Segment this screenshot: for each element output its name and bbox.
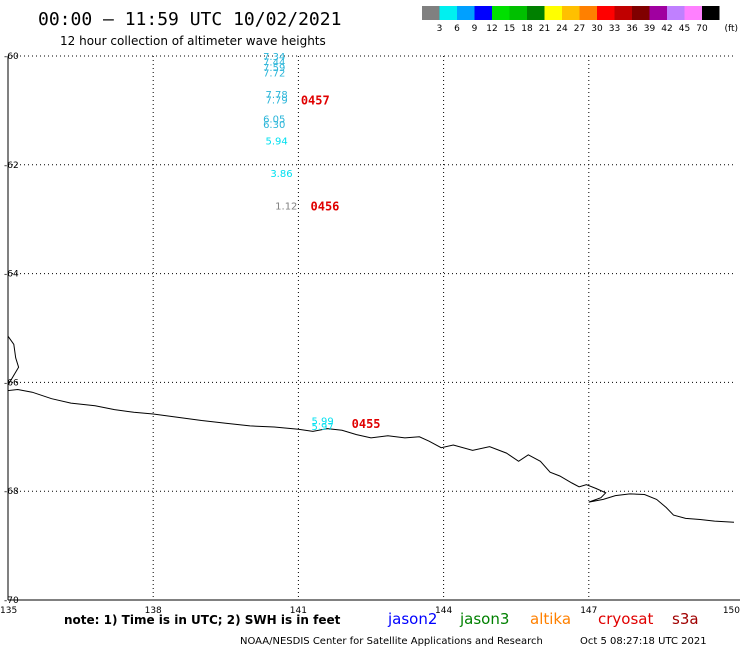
legend-label: 30 bbox=[591, 24, 603, 34]
legend-label: 39 bbox=[644, 24, 656, 34]
legend-swatch bbox=[527, 6, 545, 20]
longitude-label: 144 bbox=[435, 606, 452, 616]
wave-height-value: 7.72 bbox=[263, 68, 285, 79]
legend-swatch bbox=[439, 6, 457, 20]
antarctic-coastline bbox=[7, 335, 735, 523]
satellite-jason2: jason2 bbox=[387, 610, 437, 628]
legend-label: 45 bbox=[679, 24, 690, 34]
page-title: 00:00 – 11:59 UTC 10/02/2021 bbox=[38, 9, 341, 30]
legend-unit: (ft) bbox=[725, 24, 739, 34]
longitude-label: 147 bbox=[580, 606, 597, 616]
wave-height-value: 7.34 bbox=[263, 52, 285, 63]
legend-label: 6 bbox=[454, 24, 460, 34]
latitude-label: -66 bbox=[4, 378, 19, 388]
legend-swatch bbox=[702, 6, 720, 20]
satellite-altika: altika bbox=[530, 610, 571, 628]
legend-swatch bbox=[597, 6, 615, 20]
latitude-label: -70 bbox=[4, 596, 19, 606]
wave-height-value: 5.97 bbox=[311, 422, 333, 433]
page-subtitle: 12 hour collection of altimeter wave hei… bbox=[60, 34, 326, 48]
pass-time-label: 0455 bbox=[352, 417, 381, 431]
map-frame bbox=[7, 56, 740, 601]
legend-swatch bbox=[614, 6, 632, 20]
wave-height-value: 5.99 bbox=[311, 416, 333, 427]
latitude-label: -68 bbox=[4, 487, 19, 497]
wave-height-value: 7.79 bbox=[265, 96, 287, 107]
wave-height-value: 7.59 bbox=[263, 63, 285, 74]
latitude-label: -62 bbox=[4, 161, 19, 171]
legend-swatch bbox=[509, 6, 527, 20]
legend-swatch bbox=[422, 6, 440, 20]
satellite-legend: jason2 jason3 altika cryosat s3a bbox=[387, 610, 699, 628]
legend-label: 12 bbox=[486, 24, 497, 34]
longitude-label: 138 bbox=[145, 606, 162, 616]
wave-height-value: 5.94 bbox=[265, 136, 287, 147]
wave-height-legend: 3 6 9 12 15 18 21 24 27 30 33 36 39 42 45 70 (ft) bbox=[422, 6, 738, 34]
latitude-labels: -60 -62 -64 -66 -68 -70 bbox=[4, 52, 19, 606]
pass-time-label: 0457 bbox=[301, 94, 330, 108]
legend-label: 9 bbox=[472, 24, 478, 34]
legend-swatch bbox=[562, 6, 580, 20]
legend-swatch bbox=[632, 6, 650, 20]
legend-swatch bbox=[649, 6, 667, 20]
legend-label: 3 bbox=[437, 24, 443, 34]
legend-label: 24 bbox=[556, 24, 568, 34]
legend-swatch bbox=[457, 6, 475, 20]
wave-height-value: 6.30 bbox=[263, 120, 285, 131]
legend-label: 33 bbox=[609, 24, 620, 34]
legend-label: 42 bbox=[661, 24, 672, 34]
longitude-labels: 135 138 141 144 147 150 bbox=[0, 606, 740, 616]
legend-label: 70 bbox=[696, 24, 708, 34]
footer-credit: NOAA/NESDIS Center for Satellite Applica… bbox=[240, 636, 543, 647]
satellite-cryosat: cryosat bbox=[598, 610, 653, 628]
satellite-jason3: jason3 bbox=[459, 610, 509, 628]
legend-swatch bbox=[579, 6, 597, 20]
satellite-pass-labels: 0457 0456 0455 bbox=[301, 94, 381, 432]
legend-swatch bbox=[544, 6, 562, 20]
footer-note: note: 1) Time is in UTC; 2) SWH is in fe… bbox=[64, 613, 341, 627]
wave-height-value: 6.05 bbox=[263, 115, 285, 126]
footer-timestamp: Oct 5 08:27:18 UTC 2021 bbox=[580, 636, 707, 647]
legend-swatch bbox=[684, 6, 702, 20]
wave-height-value: 3.86 bbox=[270, 169, 292, 180]
legend-swatch bbox=[667, 6, 685, 20]
wave-height-observations: 7.347.447.597.72 7.787.79 6.056.30 5.94 3.86… bbox=[263, 52, 334, 433]
legend-label: 36 bbox=[626, 24, 638, 34]
satellite-s3a: s3a bbox=[672, 610, 699, 628]
longitude-label: 150 bbox=[723, 606, 740, 616]
wave-height-value: 7.44 bbox=[263, 57, 285, 68]
latitude-label: -64 bbox=[4, 270, 19, 280]
legend-label: 15 bbox=[504, 24, 515, 34]
pass-time-label: 0456 bbox=[311, 200, 340, 214]
legend-swatch bbox=[474, 6, 492, 20]
latitude-label: -60 bbox=[4, 52, 19, 62]
longitude-label: 135 bbox=[0, 606, 17, 616]
longitude-label: 141 bbox=[290, 606, 307, 616]
graticule bbox=[8, 55, 734, 600]
wave-height-value: 1.12 bbox=[275, 202, 297, 213]
wave-height-value: 7.78 bbox=[265, 90, 287, 101]
legend-label: 21 bbox=[539, 24, 550, 34]
legend-swatch bbox=[492, 6, 510, 20]
legend-label: 18 bbox=[521, 24, 533, 34]
legend-label: 27 bbox=[574, 24, 585, 34]
